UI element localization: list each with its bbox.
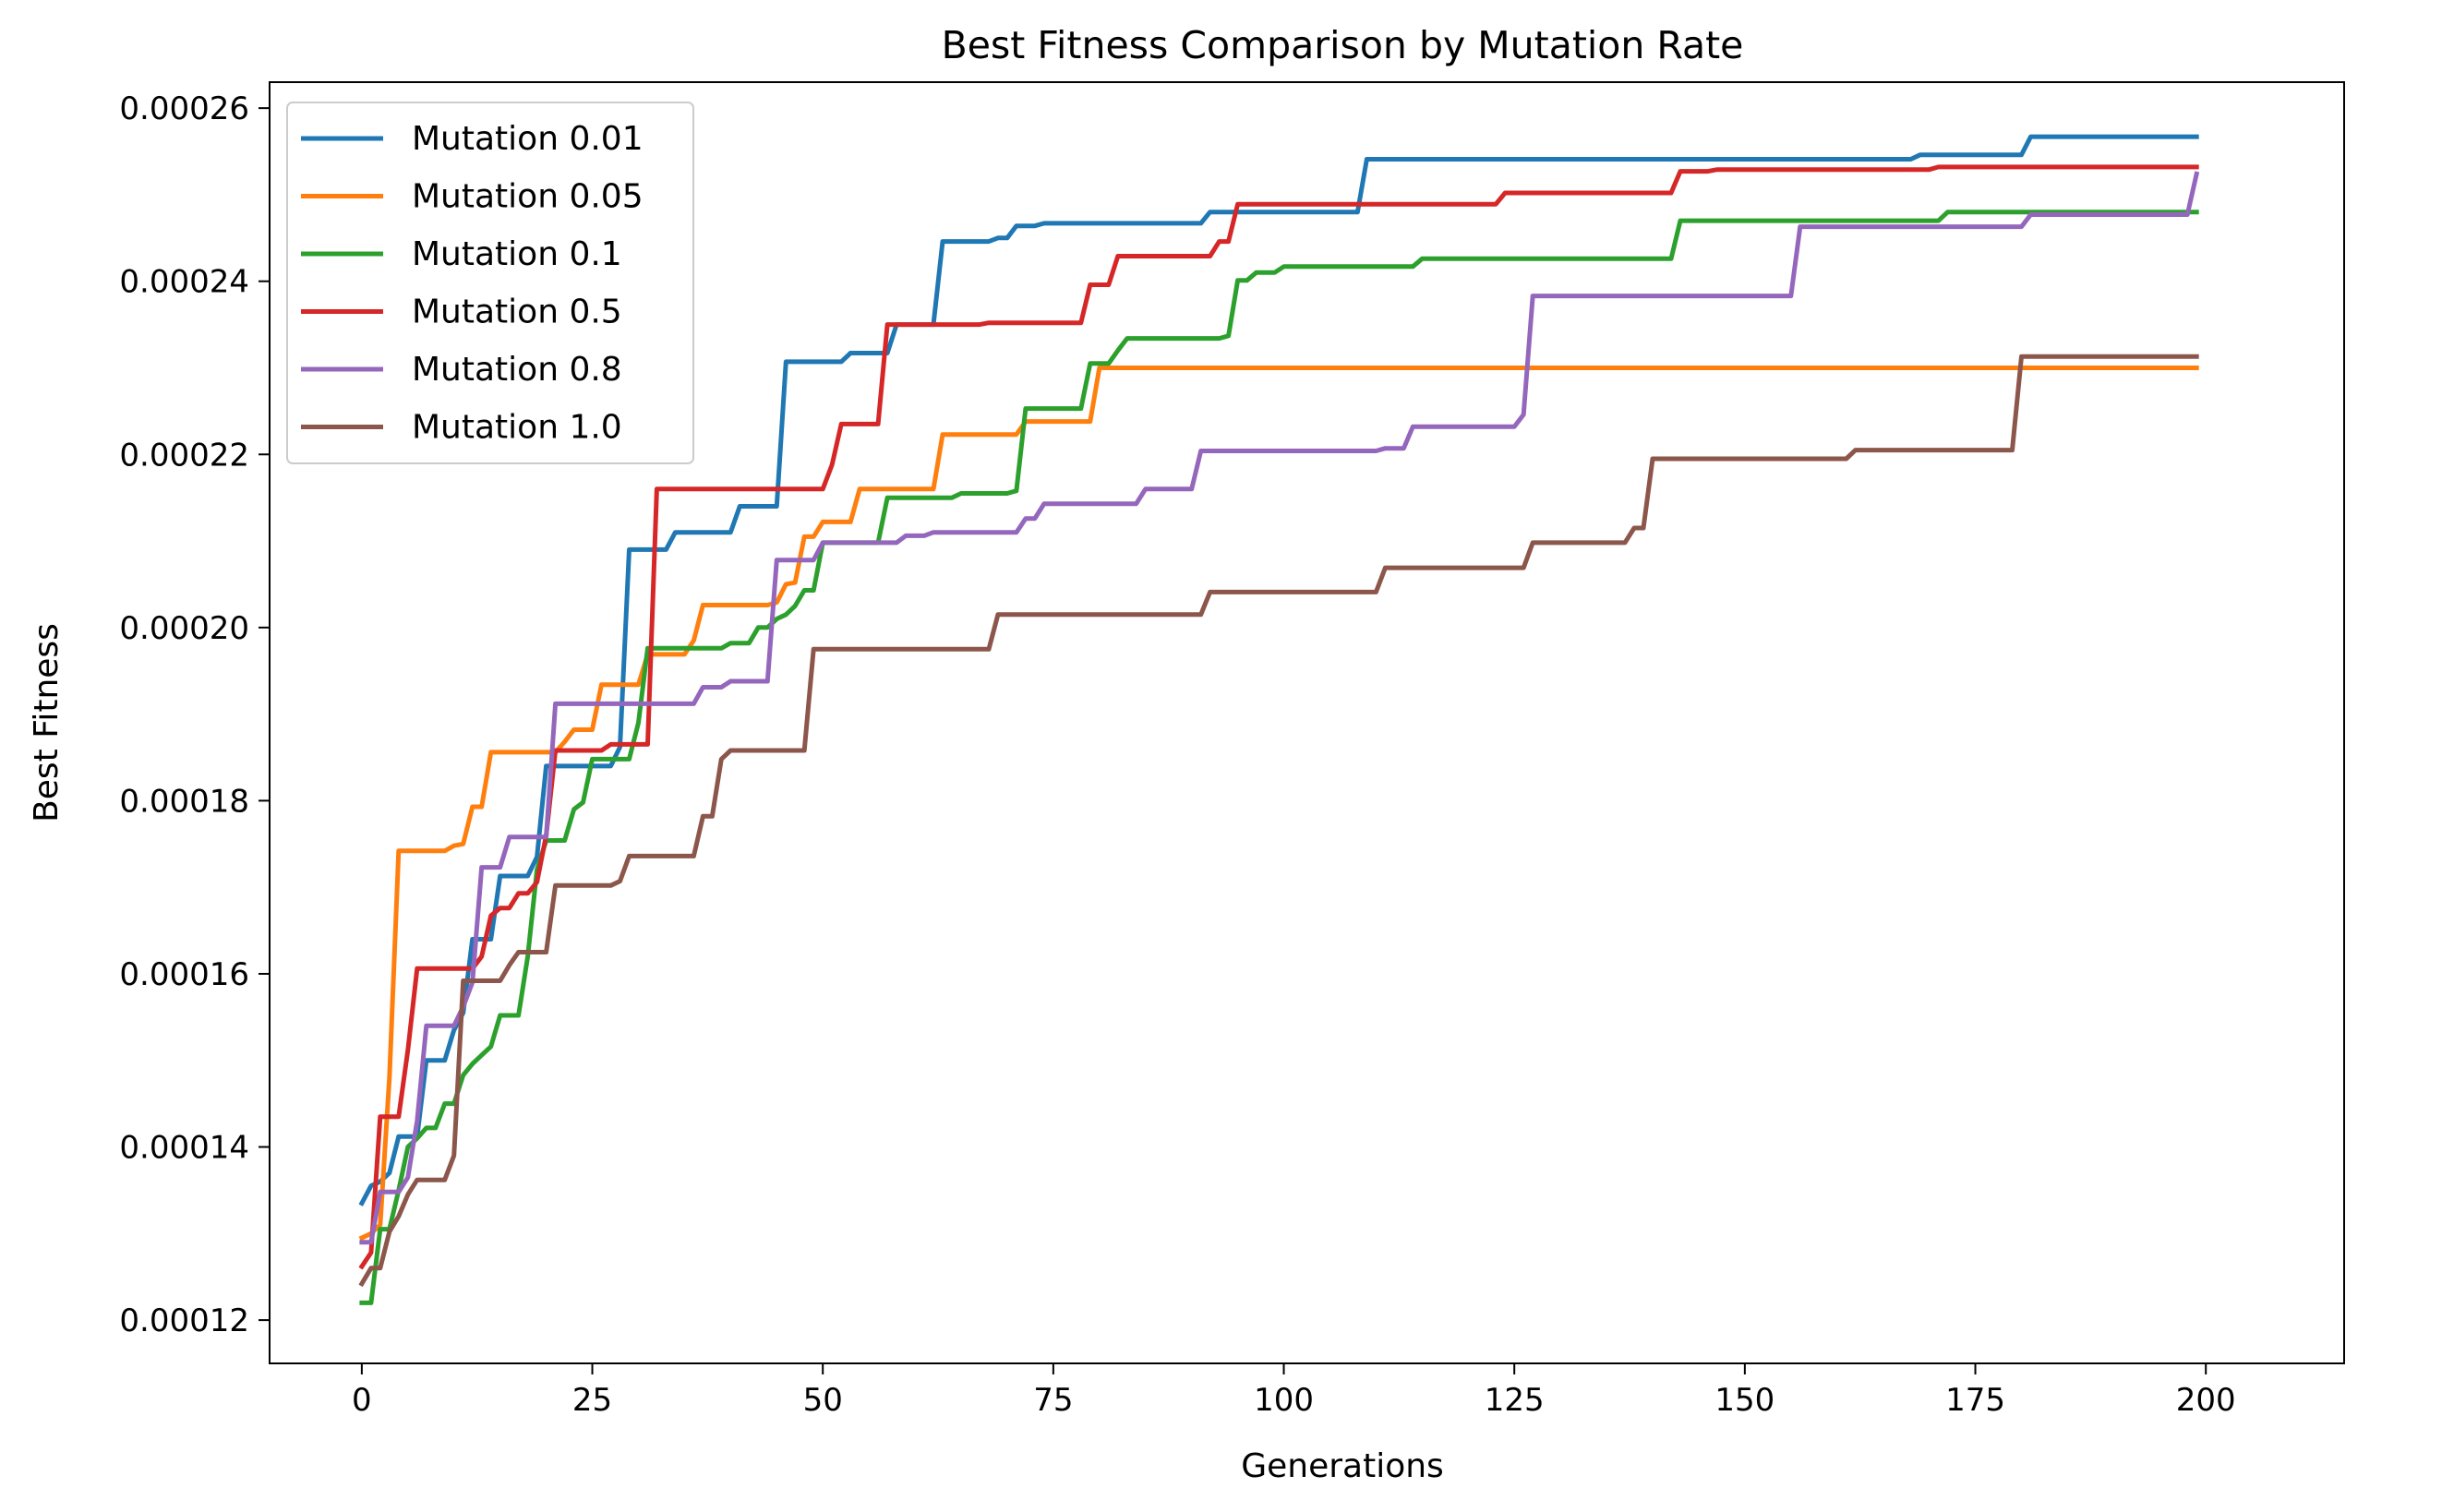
series-line-1 (358, 366, 2199, 1242)
legend-label-2: Mutation 0.1 (412, 235, 622, 273)
x-tick-label: 0 (352, 1382, 372, 1419)
x-tick-label: 125 (1485, 1382, 1545, 1419)
y-tick-label: 0.00016 (119, 956, 249, 993)
y-tick-label: 0.00022 (119, 437, 249, 474)
y-tick-label: 0.00020 (119, 610, 249, 647)
y-axis-label: Best Fitness (28, 623, 66, 822)
legend-label-4: Mutation 0.8 (412, 351, 622, 389)
x-tick-label: 150 (1714, 1382, 1774, 1419)
legend-label-1: Mutation 0.05 (412, 178, 644, 216)
chart-title: Best Fitness Comparison by Mutation Rate (942, 23, 1744, 67)
y-tick-label: 0.00014 (119, 1130, 249, 1167)
x-axis-label: Generations (1241, 1447, 1444, 1485)
legend-frame (286, 102, 694, 464)
x-tick-label: 50 (803, 1382, 843, 1419)
y-axis: 0.00012 0.00014 0.00016 0.00018 0.00020 0.000… (119, 90, 270, 1339)
legend-label-0: Mutation 0.01 (412, 120, 644, 158)
legend: Mutation 0.01 Mutation 0.05 Mutation 0.1 Mu… (286, 102, 694, 464)
x-tick-label: 175 (1945, 1382, 2005, 1419)
series-line-0 (358, 134, 2199, 1206)
legend-label-3: Mutation 0.5 (412, 294, 622, 331)
x-tick-label: 75 (1033, 1382, 1073, 1419)
x-tick-label: 100 (1254, 1382, 1314, 1419)
plot-frame (269, 81, 2345, 1364)
series-line-3 (358, 164, 2199, 1270)
y-tick-label: 0.00018 (119, 783, 249, 820)
legend-label-5: Mutation 1.0 (412, 409, 622, 447)
series-layer (358, 134, 2200, 1305)
y-tick-label: 0.00026 (119, 90, 249, 127)
y-tick-label: 0.00024 (119, 264, 249, 301)
x-tick-label: 25 (572, 1382, 612, 1419)
x-tick-label: 200 (2176, 1382, 2236, 1419)
y-tick-label: 0.00012 (119, 1302, 249, 1339)
series-line-5 (358, 354, 2199, 1288)
x-axis: 0 25 50 75 100 125 150 175 200 (352, 1363, 2236, 1419)
